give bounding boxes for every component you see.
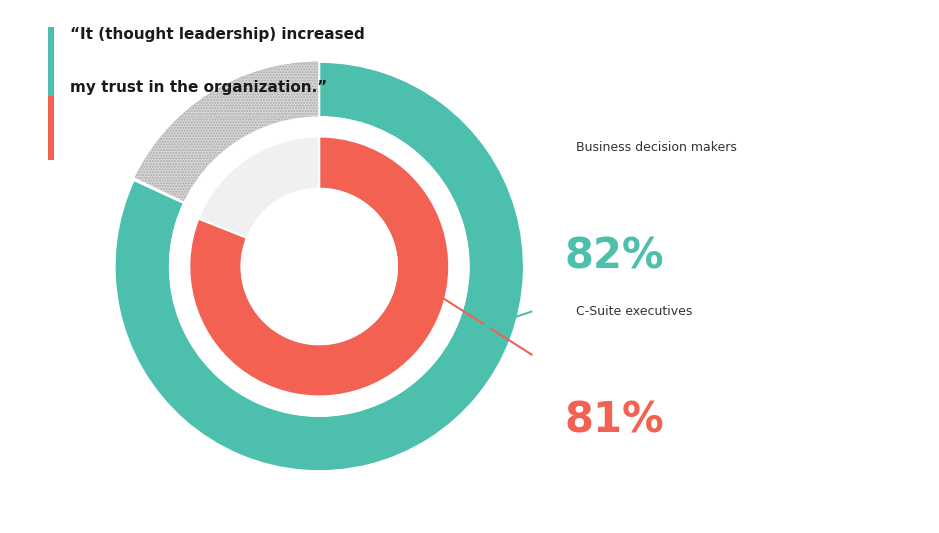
Wedge shape [131, 177, 187, 205]
Text: 81%: 81% [564, 400, 664, 441]
Circle shape [170, 117, 469, 416]
Wedge shape [134, 62, 319, 203]
Text: Business decision makers: Business decision makers [577, 141, 737, 154]
Text: my trust in the organization.”: my trust in the organization.” [70, 80, 328, 95]
Text: C-Suite executives: C-Suite executives [577, 305, 693, 318]
Bar [48, 96, 54, 160]
Wedge shape [190, 136, 449, 397]
Text: “It (thought leadership) increased: “It (thought leadership) increased [70, 27, 365, 42]
Circle shape [241, 189, 397, 344]
Text: 82%: 82% [564, 236, 664, 278]
Wedge shape [115, 62, 524, 471]
Bar [48, 27, 54, 96]
Wedge shape [198, 136, 319, 238]
